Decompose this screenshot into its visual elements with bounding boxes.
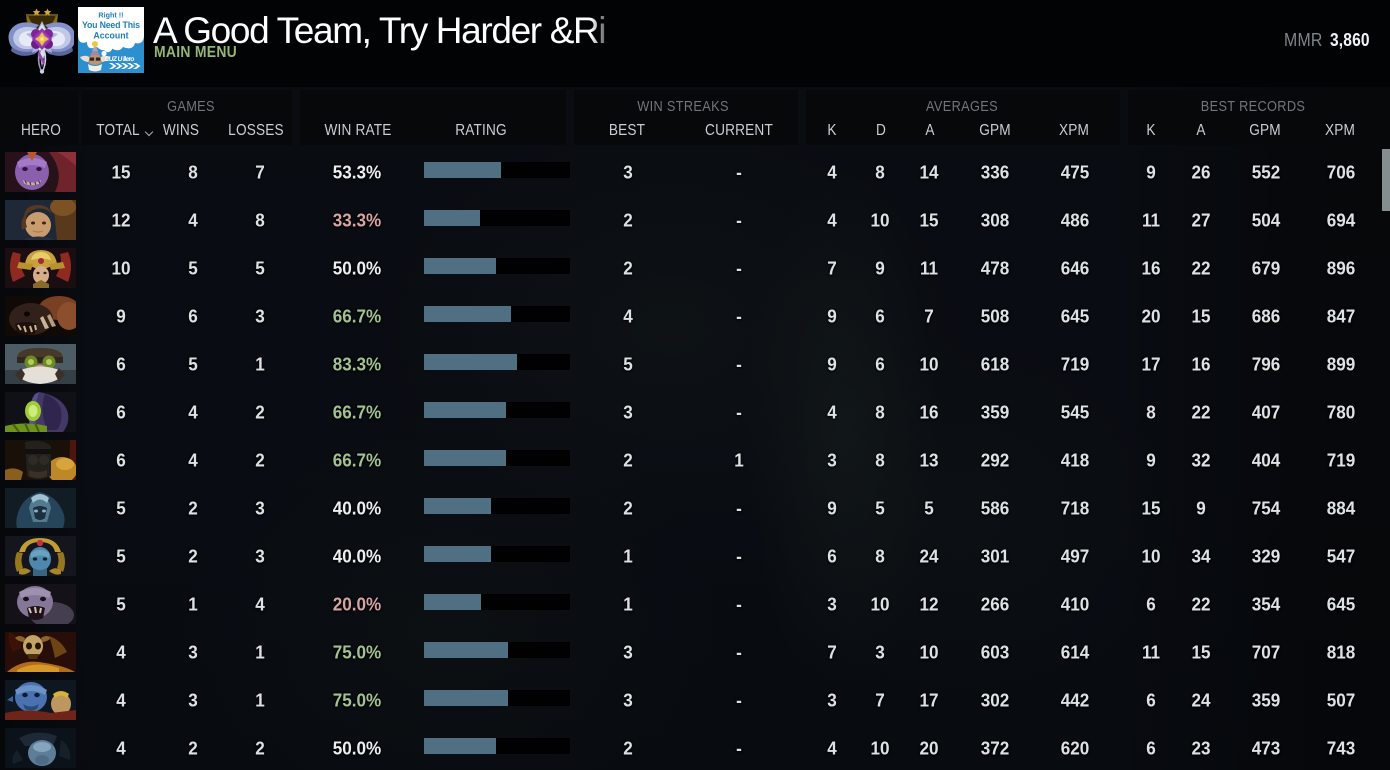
- svg-text:CUZ U llero: CUZ U llero: [104, 56, 135, 63]
- svg-text:Right !!: Right !!: [98, 11, 123, 20]
- svg-text:You Need This: You Need This: [82, 20, 140, 30]
- svg-text:Account: Account: [93, 31, 128, 41]
